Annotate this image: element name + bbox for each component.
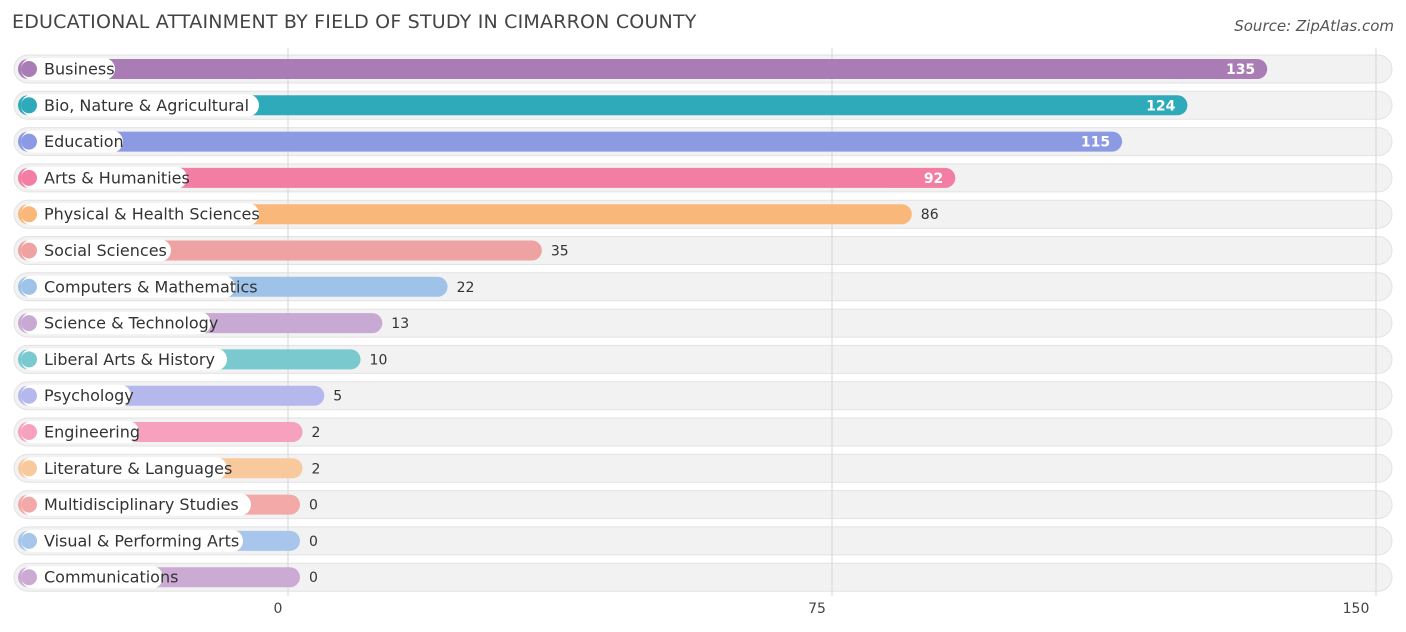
category-label-pill <box>21 130 123 153</box>
category-label-pill <box>21 493 251 516</box>
category-color-dot <box>21 532 37 549</box>
category-label-pill <box>21 239 171 262</box>
category-label-pill <box>21 275 235 298</box>
category-label: Social Sciences <box>44 241 167 260</box>
category-color-dot <box>21 61 37 77</box>
category-color-dot <box>21 569 37 586</box>
category-color-dot <box>21 351 37 368</box>
bar <box>18 131 1123 152</box>
category-label-pill <box>21 58 115 80</box>
category-label-pill <box>21 421 139 443</box>
category-label: Computers & Mathematics <box>44 277 258 296</box>
category-color-dot <box>21 496 37 513</box>
value-label: 2 <box>312 461 321 477</box>
source-label: Source: ZipAtlas.com <box>1234 17 1394 35</box>
value-label: 22 <box>457 280 475 296</box>
bar <box>18 59 1268 79</box>
value-label: 10 <box>370 352 388 368</box>
bar-track <box>13 453 1393 483</box>
chart-title: EDUCATIONAL ATTAINMENT BY FIELD OF STUDY… <box>12 11 697 33</box>
category-label-pill <box>21 384 131 407</box>
category-label-pill <box>21 203 259 226</box>
bar <box>18 95 1188 116</box>
category-color-dot <box>21 206 37 223</box>
category-color-dot <box>21 460 37 477</box>
category-label: Visual & Performing Arts <box>44 531 239 550</box>
category-label-pill <box>21 529 243 552</box>
value-label: 0 <box>309 534 318 550</box>
category-color-dot <box>21 387 37 404</box>
category-label-pill <box>21 457 227 480</box>
category-label: Business <box>44 60 115 79</box>
category-color-dot <box>21 424 37 440</box>
category-label-pill <box>21 566 163 589</box>
category-color-dot <box>21 278 37 295</box>
category-label: Communications <box>44 568 178 587</box>
category-label-pill <box>21 348 227 371</box>
category-label: Literature & Languages <box>44 459 232 478</box>
x-tick-label: 75 <box>808 601 826 617</box>
category-label-pill <box>21 312 211 335</box>
category-color-dot <box>21 133 37 150</box>
value-label: 0 <box>309 498 318 514</box>
category-label-pill <box>21 166 187 189</box>
category-label: Education <box>44 132 124 151</box>
category-label: Engineering <box>44 423 140 442</box>
bar-track <box>13 417 1393 447</box>
value-label: 124 <box>1146 98 1175 114</box>
value-label: 92 <box>924 171 943 187</box>
x-tick-label: 150 <box>1343 601 1370 617</box>
bar-track <box>13 490 1393 520</box>
category-color-dot <box>21 242 37 259</box>
value-label: 13 <box>391 316 409 332</box>
category-label: Bio, Nature & Agricultural <box>44 96 249 115</box>
x-tick-label: 0 <box>274 601 283 617</box>
value-label: 135 <box>1226 62 1255 78</box>
category-label: Science & Technology <box>44 314 218 333</box>
value-label: 115 <box>1081 135 1110 151</box>
category-label-pill <box>21 94 259 117</box>
value-label: 0 <box>309 570 318 586</box>
value-label: 86 <box>921 207 939 223</box>
bar-track <box>13 344 1393 374</box>
value-label: 5 <box>333 389 342 405</box>
category-color-dot <box>21 315 37 332</box>
category-label: Multidisciplinary Studies <box>44 495 239 514</box>
bar <box>18 167 956 188</box>
category-label: Physical & Health Sciences <box>44 205 260 224</box>
category-label: Arts & Humanities <box>44 168 190 187</box>
value-label: 2 <box>312 425 321 441</box>
bar-track <box>13 381 1393 411</box>
category-label: Liberal Arts & History <box>44 350 215 369</box>
bar-track <box>13 562 1393 592</box>
bar-track <box>13 526 1393 556</box>
category-color-dot <box>21 97 37 114</box>
category-color-dot <box>21 169 37 186</box>
category-label: Psychology <box>44 386 134 405</box>
value-label: 35 <box>551 244 569 260</box>
